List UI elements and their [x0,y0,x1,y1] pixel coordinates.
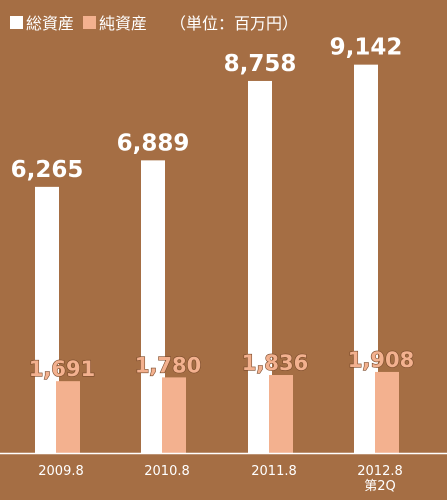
value-label-net-3: 1,908 [348,348,414,372]
category-label-1: 2010.8 [144,464,190,479]
bar-total-2 [248,80,272,454]
bar-total-3 [354,64,378,454]
bar-net-2 [269,375,293,453]
legend-label-total: 総資産 [26,14,75,33]
legend-swatch-net [83,15,97,29]
unit-label: （単位：百万円） [170,14,299,33]
bar-total-0 [35,186,59,453]
value-label-net-1: 1,780 [135,353,201,377]
legend-label-net: 純資産 [99,14,148,33]
legend-swatch-total [10,15,23,29]
category-label-0: 2009.8 [38,464,84,479]
bar-net-1 [162,377,186,453]
category-label-3: 2012.8 [357,464,403,479]
legend-item-total: 総資産 [10,10,74,34]
category-label-3-line1: 第2Q [364,479,396,494]
value-label-net-0: 1,691 [29,357,95,381]
value-label-total-0: 6,265 [11,157,84,183]
value-label-total-3: 9,142 [330,35,403,61]
bar-total-1 [141,160,165,453]
value-label-total-2: 8,758 [224,51,297,77]
bar-net-3 [375,371,399,453]
legend-item-net: 純資産 [83,10,147,34]
category-label-2: 2011.8 [251,464,297,479]
bar-net-0 [56,381,80,453]
value-label-net-2: 1,836 [242,351,308,375]
value-label-total-1: 6,889 [117,130,190,156]
legend: 総資産 純資産 （単位：百万円） [10,11,298,33]
